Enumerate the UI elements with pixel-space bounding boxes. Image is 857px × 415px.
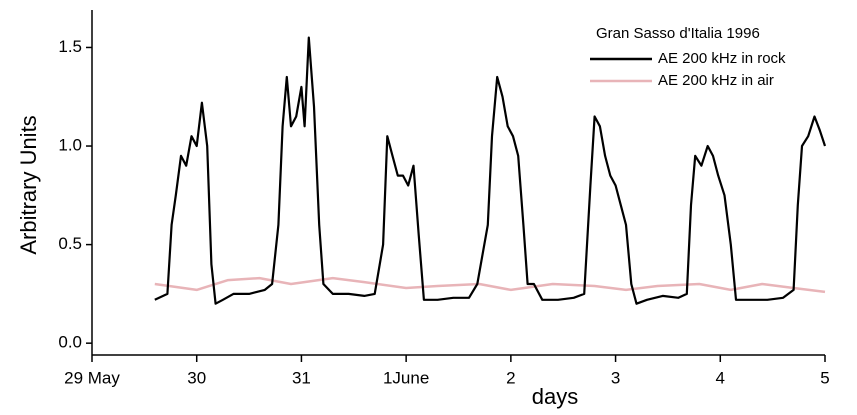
y-tick-label: 1.5 [58, 37, 82, 56]
data-line [154, 276, 826, 294]
legend-title: Gran Sasso d'Italia 1996 [596, 25, 760, 42]
x-tick-label: 4 [716, 368, 725, 387]
x-axis-label: days [532, 384, 578, 409]
y-axis-label: Arbitrary Units [16, 115, 41, 254]
data-line [154, 36, 827, 305]
x-tick-label: 31 [292, 368, 311, 387]
y-tick-label: 1.0 [58, 136, 82, 155]
x-tick-label: 5 [820, 368, 829, 387]
x-tick-label: 2 [506, 368, 515, 387]
y-tick-label: 0.5 [58, 234, 82, 253]
legend-label: AE 200 kHz in rock [658, 50, 786, 67]
y-tick-label: 0.0 [58, 333, 82, 352]
x-tick-label: 3 [611, 368, 620, 387]
x-tick-label: 1June [383, 368, 429, 387]
x-tick-label: 29 May [64, 368, 120, 387]
x-tick-label: 30 [187, 368, 206, 387]
legend-label: AE 200 kHz in air [658, 72, 774, 89]
